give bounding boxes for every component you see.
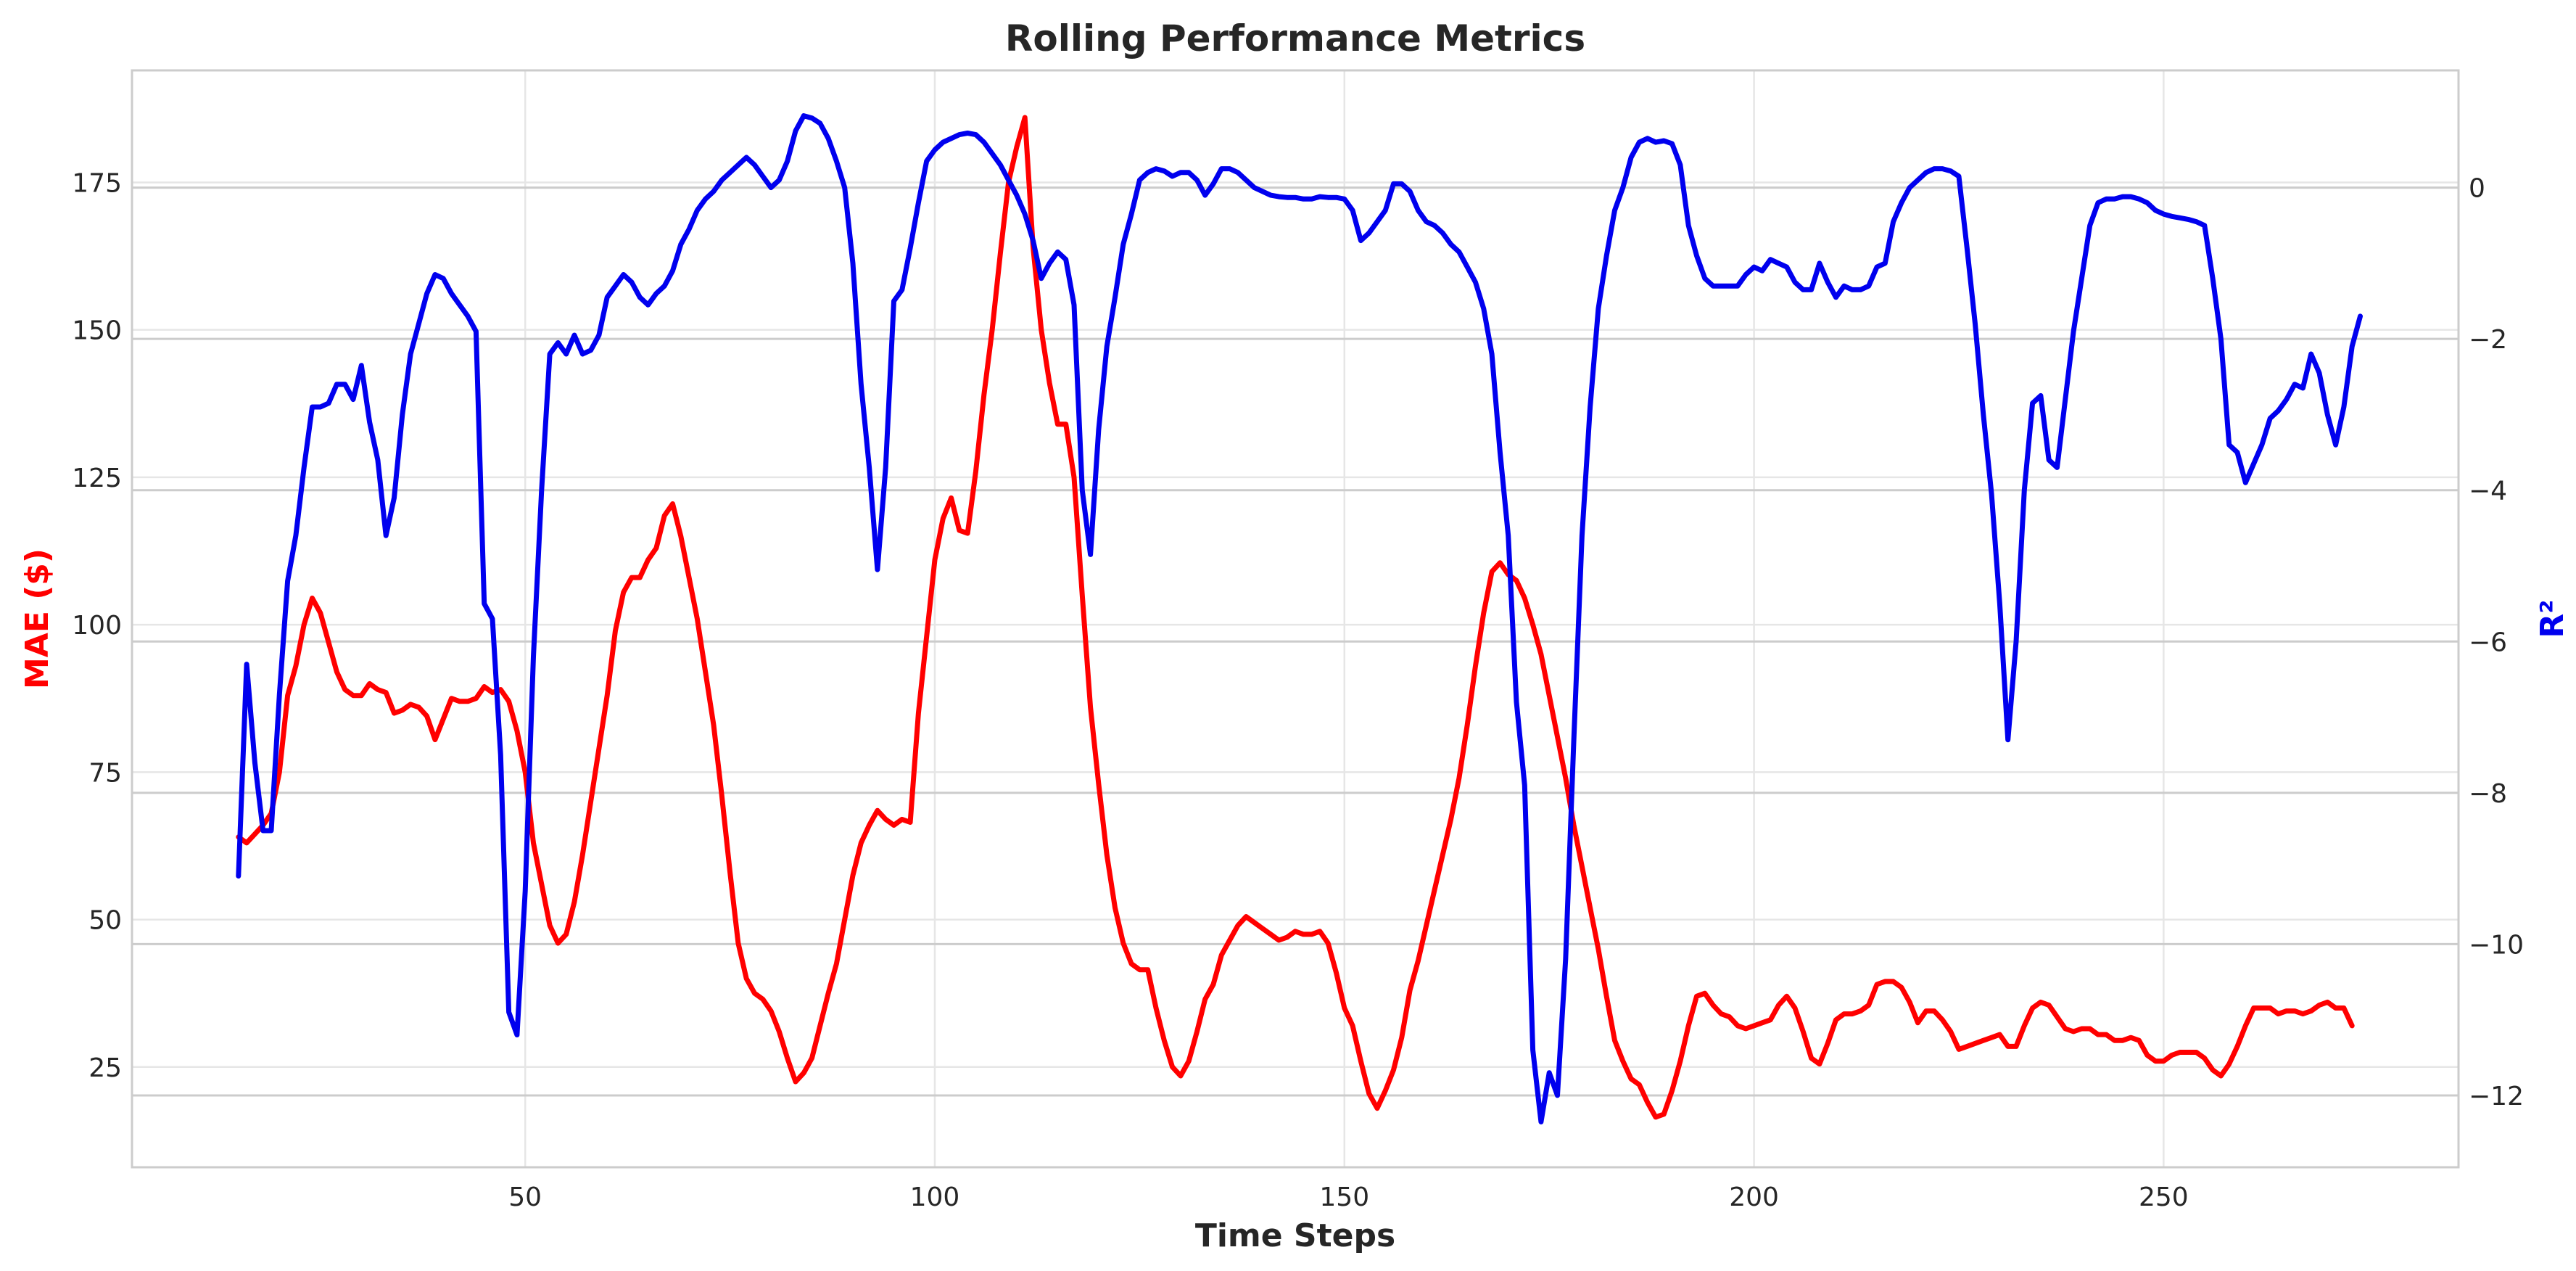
- series-layer: [236, 113, 2363, 1124]
- right-y-tick-label: −4: [2469, 477, 2507, 506]
- chart-title: Rolling Performance Metrics: [1005, 17, 1585, 59]
- left-y-tick-label: 100: [72, 611, 122, 641]
- left-y-axis-label: MAE ($): [19, 548, 56, 689]
- plot-frame: [131, 69, 2460, 1169]
- right-y-tick-label: 0: [2469, 174, 2485, 204]
- mae-series-line: [236, 115, 2355, 1120]
- plot-area: [132, 70, 2459, 1167]
- x-tick-label: 50: [508, 1182, 542, 1212]
- right-y-tick-label: −10: [2469, 930, 2524, 960]
- x-tick-label: 150: [1319, 1182, 1369, 1212]
- left-y-tick-label: 75: [88, 758, 122, 788]
- x-axis-label: Time Steps: [1195, 1217, 1395, 1254]
- right-y-tick-label: −12: [2469, 1082, 2524, 1111]
- right-y-tick-label: −2: [2469, 325, 2507, 355]
- right-y-tick-label: −8: [2469, 779, 2507, 809]
- left-y-grid: [132, 181, 2459, 1069]
- left-y-tick-label: 175: [72, 168, 122, 198]
- tick-labels: 50 100 150 200 250 25 50 75 100 125 150 175 −12 −10 −8…: [72, 168, 2524, 1212]
- x-tick-label: 250: [2139, 1182, 2189, 1212]
- right-y-tick-label: −6: [2469, 628, 2507, 657]
- x-tick-label: 200: [1729, 1182, 1779, 1212]
- r2-series-line: [236, 113, 2363, 1124]
- left-y-tick-label: 50: [88, 906, 122, 936]
- left-y-tick-label: 150: [72, 316, 122, 346]
- x-tick-label: 100: [910, 1182, 960, 1212]
- right-y-axis-label: R²: [2534, 599, 2571, 638]
- left-y-tick-label: 125: [72, 464, 122, 493]
- left-y-tick-label: 25: [88, 1053, 122, 1083]
- x-grid: [524, 70, 2165, 1167]
